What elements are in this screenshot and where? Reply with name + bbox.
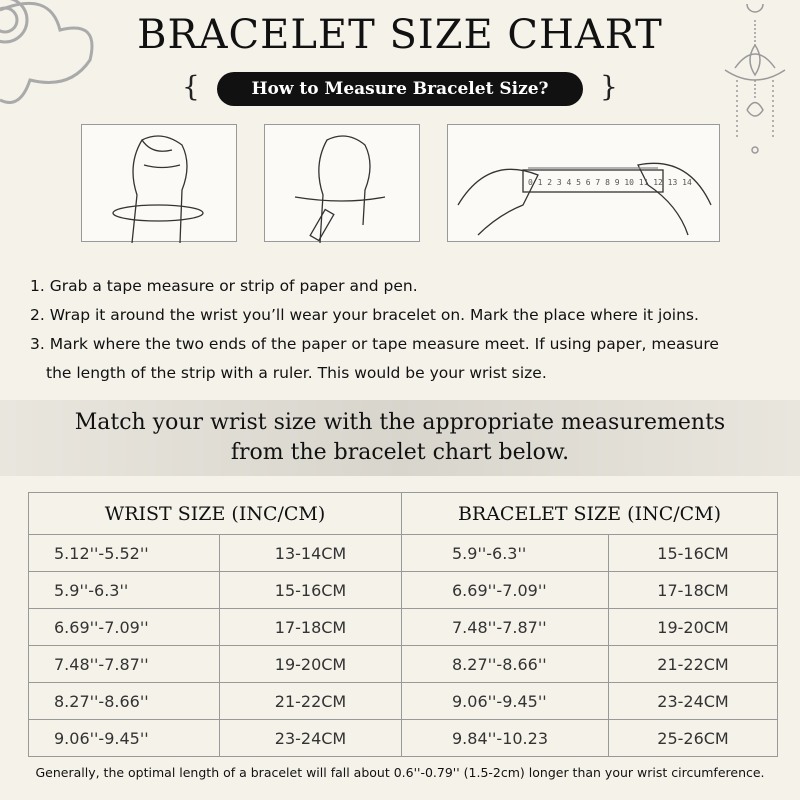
left-flourish-icon: { — [182, 70, 200, 103]
wrist-cm: 17-18CM — [219, 608, 402, 646]
table-row: 8.27''-8.66'' 21-22CM 9.06''-9.45'' 23-24CM — [28, 682, 778, 720]
bracelet-inch: 6.69''-7.09'' — [401, 571, 609, 609]
bracelet-inch: 7.48''-7.87'' — [401, 608, 609, 646]
hand-wrap-illustration-icon — [112, 135, 204, 244]
page-title: BRACELET SIZE CHART — [137, 12, 663, 58]
table-row: 9.06''-9.45'' 23-24CM 9.84''-10.23 25-26CM — [28, 719, 778, 757]
hand-mark-illustration-icon — [294, 135, 386, 244]
wrist-inch: 5.12''-5.52'' — [28, 534, 220, 572]
bracelet-inch: 9.84''-10.23 — [401, 719, 609, 757]
hands-ruler-illustration-icon: 0 1 2 3 4 5 6 7 8 9 10 11 12 13 14 — [457, 162, 712, 236]
illustration-ruler: 0 1 2 3 4 5 6 7 8 9 10 11 12 13 14 — [447, 124, 720, 242]
table-row: 7.48''-7.87'' 19-20CM 8.27''-8.66'' 21-22CM — [28, 645, 778, 683]
wrist-cm: 21-22CM — [219, 682, 402, 720]
step-3-continued: the length of the strip with a ruler. Th… — [46, 364, 547, 382]
size-table: WRIST SIZE (INC/CM) BRACELET SIZE (INC/C… — [28, 492, 778, 757]
banner-line-1: Match your wrist size with the appropria… — [74, 410, 726, 435]
bracelet-size-header: BRACELET SIZE (INC/CM) — [401, 492, 778, 535]
footnote: Generally, the optimal length of a brace… — [35, 765, 765, 780]
wrist-cm: 23-24CM — [219, 719, 402, 757]
step-1: 1. Grab a tape measure or strip of paper… — [30, 277, 418, 295]
wrist-inch: 5.9''-6.3'' — [28, 571, 220, 609]
instruction-banner: Match your wrist size with the appropria… — [0, 400, 800, 476]
table-row: 5.9''-6.3'' 15-16CM 6.69''-7.09'' 17-18CM — [28, 571, 778, 609]
banner-line-2: from the bracelet chart below. — [230, 440, 570, 465]
bracelet-inch: 8.27''-8.66'' — [401, 645, 609, 683]
bracelet-cm: 23-24CM — [608, 682, 778, 720]
mandala-decoration-icon — [0, 0, 94, 104]
svg-text:0 1 2 3 4 5 6 7 8 9 10 11 12 1: 0 1 2 3 4 5 6 7 8 9 10 11 12 13 14 — [528, 178, 692, 187]
wrist-size-header: WRIST SIZE (INC/CM) — [28, 492, 402, 535]
wrist-inch: 6.69''-7.09'' — [28, 608, 220, 646]
bracelet-cm: 21-22CM — [608, 645, 778, 683]
bracelet-inch: 5.9''-6.3'' — [401, 534, 609, 572]
table-row: 5.12''-5.52'' 13-14CM 5.9''-6.3'' 15-16CM — [28, 534, 778, 572]
bracelet-cm: 25-26CM — [608, 719, 778, 757]
wrist-cm: 19-20CM — [219, 645, 402, 683]
bracelet-cm: 15-16CM — [608, 534, 778, 572]
illustration-wrap-tape — [81, 124, 237, 244]
step-2: 2. Wrap it around the wrist you’ll wear … — [30, 306, 699, 324]
bracelet-cm: 17-18CM — [608, 571, 778, 609]
table-row: 6.69''-7.09'' 17-18CM 7.48''-7.87'' 19-20CM — [28, 608, 778, 646]
bracelet-inch: 9.06''-9.45'' — [401, 682, 609, 720]
section-heading: How to Measure Bracelet Size? — [217, 72, 583, 106]
wrist-inch: 7.48''-7.87'' — [28, 645, 220, 683]
lotus-moon-decoration-icon — [724, 3, 786, 154]
table-header-row: WRIST SIZE (INC/CM) BRACELET SIZE (INC/C… — [28, 492, 778, 535]
wrist-inch: 9.06''-9.45'' — [28, 719, 220, 757]
right-flourish-icon: } — [600, 70, 618, 103]
illustration-mark-tape — [264, 124, 420, 244]
step-3: 3. Mark where the two ends of the paper … — [30, 335, 719, 353]
instructions-list: 1. Grab a tape measure or strip of paper… — [30, 272, 790, 388]
wrist-cm: 13-14CM — [219, 534, 402, 572]
bracelet-cm: 19-20CM — [608, 608, 778, 646]
wrist-inch: 8.27''-8.66'' — [28, 682, 220, 720]
wrist-cm: 15-16CM — [219, 571, 402, 609]
